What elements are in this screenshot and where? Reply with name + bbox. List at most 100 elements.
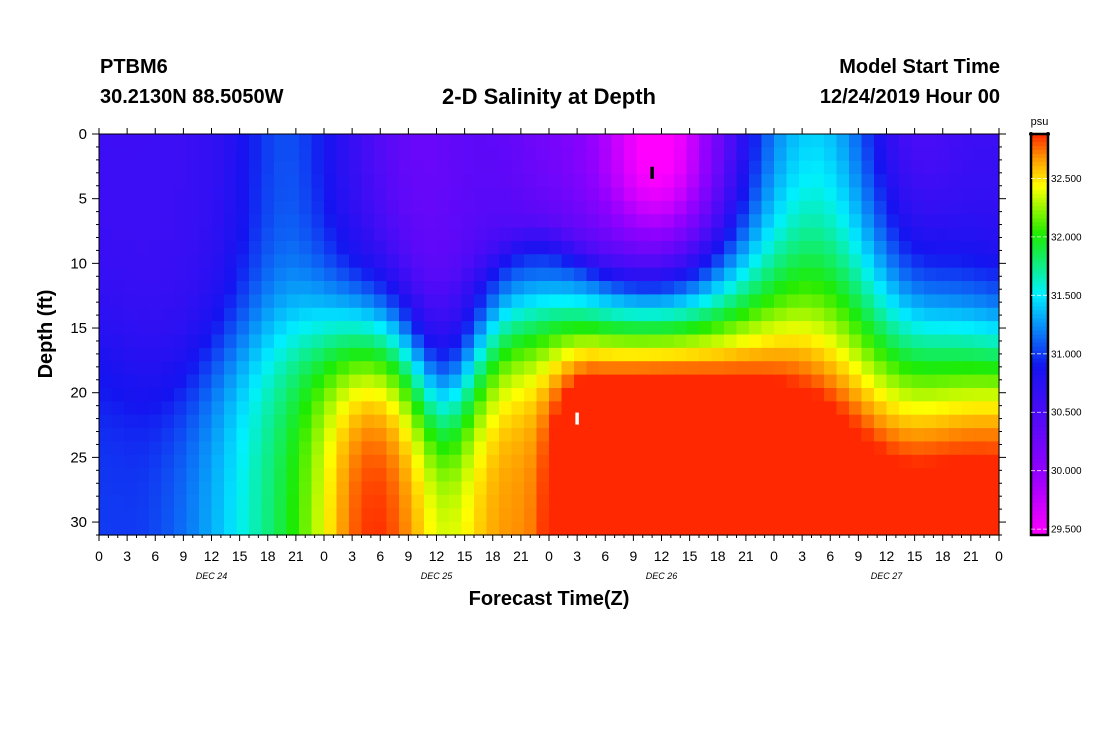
heatmap-cell [249, 414, 263, 429]
heatmap-cell [674, 414, 688, 429]
heatmap-cell [649, 468, 663, 483]
heatmap-cell [436, 468, 450, 483]
heatmap-cell [299, 147, 313, 162]
heatmap-cell [774, 147, 788, 162]
colorbar-band [1031, 438, 1048, 444]
heatmap-cell [936, 307, 950, 322]
heatmap-cell [474, 414, 488, 429]
heatmap-cell [886, 454, 900, 469]
heatmap-cell [636, 254, 650, 269]
heatmap-cell [536, 334, 550, 349]
heatmap-cell [399, 294, 413, 309]
heatmap-cell [636, 494, 650, 509]
heatmap-cell [774, 200, 788, 215]
heatmap-cell [399, 200, 413, 215]
heatmap-cell [236, 494, 250, 509]
heatmap-cell [349, 321, 363, 336]
heatmap-cell [449, 227, 463, 242]
heatmap-cell [236, 307, 250, 322]
colorbar-band [1031, 218, 1048, 223]
heatmap-cell [724, 401, 738, 416]
heatmap-cell [199, 494, 213, 509]
heatmap-cell [124, 454, 138, 469]
heatmap-cell [536, 494, 550, 509]
heatmap-cell [524, 428, 538, 443]
heatmap-cell [786, 307, 800, 322]
heatmap-cell [786, 134, 800, 148]
heatmap-cell [199, 240, 213, 255]
heatmap-cell [286, 428, 300, 443]
heatmap-cell [624, 307, 638, 322]
heatmap-cell [849, 374, 863, 389]
heatmap-cell [949, 401, 963, 416]
heatmap-cell [849, 521, 863, 536]
heatmap-cell [449, 361, 463, 376]
heatmap-cell [874, 428, 888, 443]
heatmap-cell [274, 334, 288, 349]
heatmap-cell [674, 147, 688, 162]
heatmap-cell [261, 321, 275, 336]
heatmap-cell [424, 227, 438, 242]
heatmap-cell [711, 227, 725, 242]
heatmap-cell [911, 307, 925, 322]
heatmap-cell [324, 414, 338, 429]
heatmap-cell [336, 441, 350, 456]
heatmap-cell [899, 227, 913, 242]
heatmap-cell [436, 334, 450, 349]
heatmap-cell [986, 267, 1000, 282]
heatmap-cell [149, 160, 163, 175]
heatmap-cell [536, 374, 550, 389]
heatmap-cell [749, 294, 763, 309]
heatmap-cell [111, 481, 125, 496]
heatmap-cell [136, 294, 150, 309]
heatmap-cell [199, 321, 213, 336]
heatmap-cell [124, 227, 138, 242]
heatmap-cell [99, 200, 113, 215]
heatmap-cell [861, 468, 875, 483]
heatmap-cell [986, 200, 1000, 215]
heatmap-cell [161, 347, 175, 362]
heatmap-cell [624, 387, 638, 402]
colorbar-band [1031, 490, 1048, 496]
heatmap-cell [811, 307, 825, 322]
heatmap-cell [411, 494, 425, 509]
heatmap-cell [649, 361, 663, 376]
heatmap-cell [961, 187, 975, 202]
heatmap-cell [911, 227, 925, 242]
heatmap-cell [186, 134, 200, 148]
heatmap-cell [286, 401, 300, 416]
heatmap-cell [211, 267, 225, 282]
heatmap-cell [611, 160, 625, 175]
colorbar-band [1031, 262, 1048, 267]
heatmap-cell [461, 187, 475, 202]
heatmap-cell [549, 401, 563, 416]
heatmap-cell [424, 521, 438, 536]
heatmap-cell [136, 454, 150, 469]
heatmap-cell [449, 281, 463, 295]
heatmap-cell [736, 441, 750, 456]
heatmap-cell [149, 347, 163, 362]
heatmap-cell [674, 200, 688, 215]
heatmap-cell [599, 227, 613, 242]
heatmap-cell [786, 214, 800, 229]
heatmap-cell [549, 361, 563, 376]
heatmap-cell [449, 160, 463, 175]
heatmap-cell [286, 240, 300, 255]
heatmap-cell [786, 160, 800, 175]
heatmap-cell [486, 214, 500, 229]
heatmap-cell [849, 494, 863, 509]
heatmap-cell [736, 414, 750, 429]
heatmap-cell [336, 254, 350, 269]
heatmap-cell [974, 227, 988, 242]
x-tick-label: 15 [457, 548, 473, 564]
heatmap-cell [111, 428, 125, 443]
heatmap-cell [236, 294, 250, 309]
heatmap-cell [874, 321, 888, 336]
heatmap-cell [736, 294, 750, 309]
heatmap-cell [974, 468, 988, 483]
heatmap-cell [586, 174, 600, 189]
heatmap-cell [261, 174, 275, 189]
heatmap-cell [661, 468, 675, 483]
x-axis: 0 3 6 9 12 15 18 21 0 3 6 9 12 15 18 21 0 3 6 9 12 15 18 21 0 3 6 9… [95, 128, 1003, 581]
heatmap-cell [311, 468, 325, 483]
